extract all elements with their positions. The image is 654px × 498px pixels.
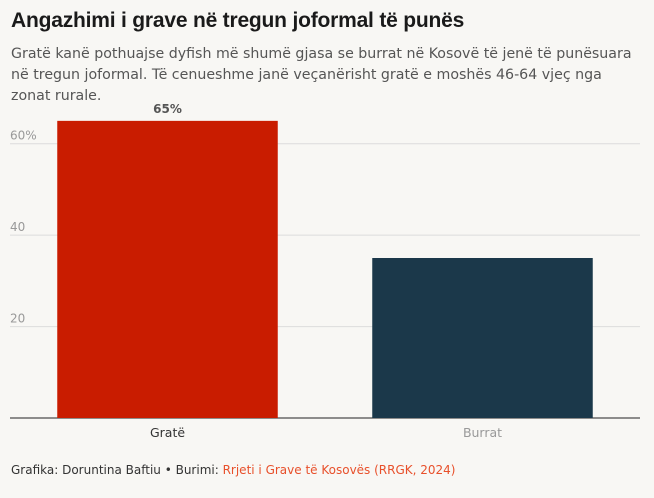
chart-title: Angazhimi i grave në tregun joformal të … (11, 9, 465, 32)
y-tick-label: 60% (10, 129, 37, 143)
x-tick-label: Burrat (463, 425, 502, 440)
x-tick-label: Gratë (150, 425, 185, 440)
y-tick-label: 40 (10, 220, 25, 234)
y-tick-label: 20 (10, 312, 25, 326)
bar-burrat (372, 258, 593, 418)
footer-credit: Grafika: Doruntina Baftiu • Burimi: (11, 463, 223, 477)
data-label: 65% (153, 102, 182, 116)
bar-gratë (57, 120, 278, 418)
footer-source: Rrjeti i Grave të Kosovës (RRGK, 2024) (222, 463, 456, 477)
chart-footer: Grafika: Doruntina Baftiu • Burimi: Rrje… (11, 463, 456, 477)
chart-subtitle: Gratë kanë pothuajse dyfish më shumë gja… (11, 46, 632, 104)
